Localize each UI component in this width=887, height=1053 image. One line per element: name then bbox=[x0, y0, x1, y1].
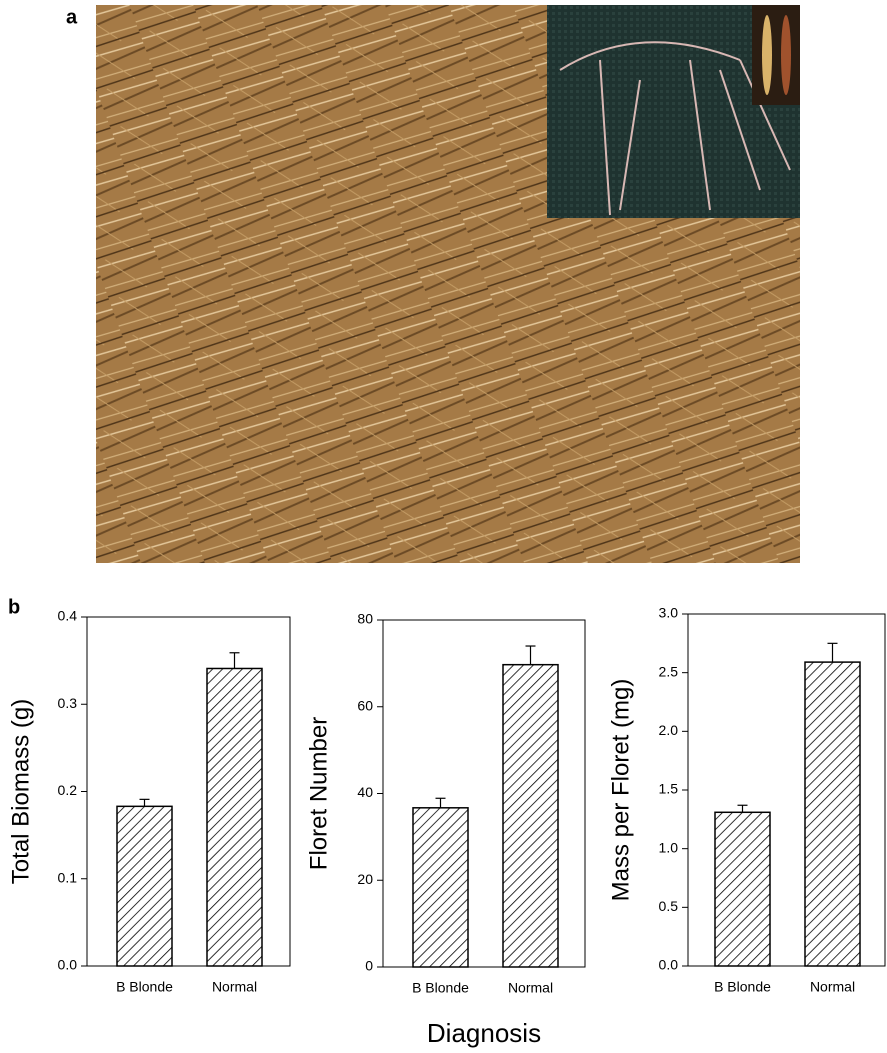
x-tick-label: Normal bbox=[508, 980, 553, 996]
bar bbox=[503, 665, 558, 967]
figure: a b Diagnosis 0.0 0.1 0.2 0.3 0.4 Total Bioma… bbox=[0, 0, 887, 1053]
bar bbox=[117, 806, 172, 966]
x-tick-label: Normal bbox=[810, 979, 855, 995]
seed bbox=[762, 15, 772, 95]
y-tick-label: 0.3 bbox=[58, 695, 78, 711]
x-axis-label: Diagnosis bbox=[427, 1018, 541, 1048]
y-axis-label: Floret Number bbox=[305, 717, 332, 870]
y-tick-label: 2.5 bbox=[659, 663, 679, 679]
panel-label: a bbox=[66, 6, 78, 28]
y-tick-label: 40 bbox=[357, 784, 373, 800]
y-tick-label: 0.5 bbox=[659, 898, 679, 914]
y-axis-label: Mass per Floret (mg) bbox=[607, 679, 634, 902]
panel-label: b bbox=[8, 596, 20, 618]
x-tick-label: Normal bbox=[212, 979, 257, 995]
bar bbox=[715, 812, 770, 966]
y-tick-label: 2.0 bbox=[659, 722, 679, 738]
y-tick-label: 1.0 bbox=[659, 839, 679, 855]
y-tick-label: 60 bbox=[357, 697, 373, 713]
bar bbox=[805, 662, 860, 966]
seed bbox=[781, 15, 791, 95]
y-tick-label: 0 bbox=[365, 958, 373, 974]
y-tick-label: 0.2 bbox=[58, 782, 78, 798]
y-tick-label: 0.0 bbox=[659, 957, 679, 973]
x-tick-label: B Blonde bbox=[116, 979, 173, 995]
y-tick-label: 0.1 bbox=[58, 869, 78, 885]
bar bbox=[413, 808, 468, 967]
page: a b Diagnosis 0.0 0.1 0.2 0.3 0.4 Total Bioma… bbox=[0, 0, 887, 1053]
y-tick-label: 20 bbox=[357, 871, 373, 887]
y-tick-label: 80 bbox=[357, 611, 373, 627]
y-tick-label: 0.4 bbox=[58, 608, 78, 624]
y-tick-label: 3.0 bbox=[659, 605, 679, 621]
y-tick-label: 0.0 bbox=[58, 957, 78, 973]
y-axis-label: Total Biomass (g) bbox=[7, 699, 34, 884]
bar bbox=[207, 668, 262, 966]
seed-inset bbox=[752, 5, 800, 105]
x-tick-label: B Blonde bbox=[412, 980, 469, 996]
y-tick-label: 1.5 bbox=[659, 781, 679, 797]
x-tick-label: B Blonde bbox=[714, 979, 771, 995]
